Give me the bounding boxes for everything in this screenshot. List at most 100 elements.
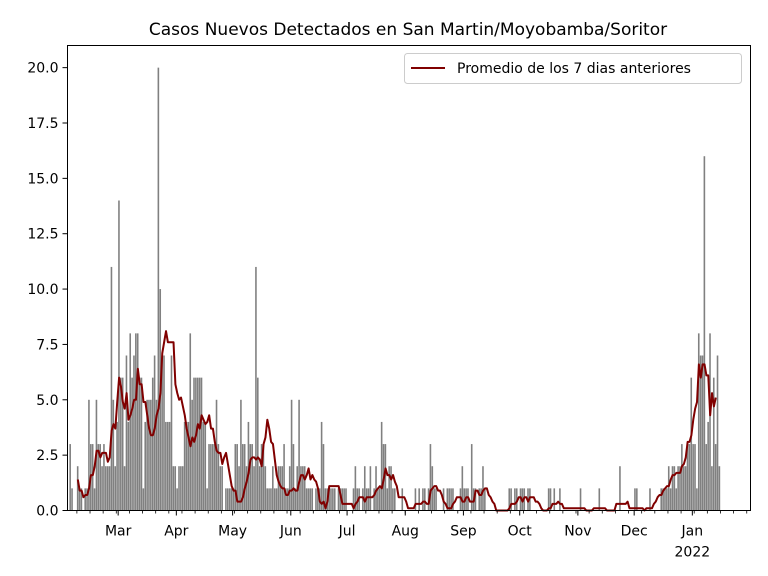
bar [679, 466, 681, 511]
bar [362, 488, 364, 511]
bar [418, 488, 420, 511]
bar [401, 488, 404, 511]
bar [474, 488, 477, 511]
bar [705, 444, 708, 511]
bar [258, 466, 261, 511]
bar [690, 377, 693, 511]
bar [230, 488, 233, 511]
bar [303, 466, 306, 511]
bar [664, 488, 666, 511]
bar [636, 488, 638, 511]
bar [375, 466, 377, 511]
bar [315, 488, 317, 511]
bar [285, 488, 287, 511]
bar [142, 488, 145, 511]
bar [352, 488, 355, 511]
y-tick-label: 20.0 [27, 61, 58, 77]
bar [677, 466, 679, 511]
bar [287, 488, 289, 511]
bar [232, 488, 235, 511]
bar [669, 488, 672, 511]
bar [377, 488, 379, 511]
y-tick-label: 2.5 [36, 448, 58, 464]
bar [166, 421, 169, 511]
bar [384, 444, 387, 511]
x-axis: Mar Apr May Jun Jul Aug Sep Oct Nov Dec Jan 2022 [76, 510, 748, 561]
bar [553, 488, 556, 511]
bar [277, 466, 280, 511]
bar [125, 355, 128, 511]
bar [424, 488, 426, 511]
bar [133, 355, 135, 511]
bar [151, 377, 154, 511]
bar [324, 488, 327, 511]
bar [707, 421, 709, 511]
bar [187, 421, 190, 511]
bar [168, 421, 171, 511]
legend: Promedio de los 7 dias anteriores [404, 53, 742, 84]
bar [121, 377, 124, 511]
bar [221, 466, 223, 511]
bar [450, 488, 452, 511]
bar [268, 488, 270, 511]
bar [619, 466, 621, 511]
bar [309, 488, 312, 511]
bar [549, 488, 552, 511]
bar [180, 466, 182, 511]
bar [482, 466, 484, 511]
bar [118, 200, 120, 511]
bar [103, 444, 105, 511]
bar [270, 488, 272, 511]
legend-box [404, 53, 742, 84]
bar [202, 421, 205, 511]
bar [101, 466, 103, 511]
bar [165, 421, 167, 511]
bar [140, 377, 143, 511]
bar [215, 399, 218, 511]
plot-frame [67, 45, 751, 511]
chart-title: Casos Nuevos Detectados en San Martin/Mo… [149, 20, 667, 40]
bar [330, 488, 332, 511]
bar [189, 333, 192, 511]
bar [108, 466, 111, 511]
bar [673, 466, 676, 511]
bar [667, 466, 670, 511]
bar [414, 488, 417, 511]
bar [709, 333, 711, 511]
x-tick-label: Jan [681, 524, 704, 540]
bar [84, 488, 86, 511]
bar [127, 421, 130, 511]
bar [714, 444, 717, 511]
bar [682, 466, 685, 511]
bar [686, 444, 689, 511]
bar [675, 488, 678, 511]
x-tick-label: Jun [279, 524, 302, 540]
bar [718, 466, 721, 511]
bar [136, 333, 139, 511]
bar [106, 466, 109, 511]
bar [236, 444, 238, 511]
bar [311, 488, 314, 511]
bar [206, 488, 208, 511]
bar [208, 444, 210, 511]
bar [547, 488, 550, 511]
bar [185, 421, 188, 511]
bar [120, 377, 122, 511]
bar [345, 488, 347, 511]
bar [211, 444, 214, 511]
bar [634, 488, 636, 511]
bar [354, 466, 357, 511]
bar [380, 421, 383, 511]
bar [262, 444, 265, 511]
bar [684, 466, 687, 511]
bar [114, 466, 116, 511]
bar [170, 355, 173, 511]
bar [163, 355, 165, 511]
bar [240, 399, 242, 511]
bar [219, 466, 222, 511]
bar [510, 488, 512, 511]
bar [255, 266, 257, 511]
bar [242, 444, 244, 511]
bar [146, 399, 148, 511]
bar [225, 488, 227, 511]
